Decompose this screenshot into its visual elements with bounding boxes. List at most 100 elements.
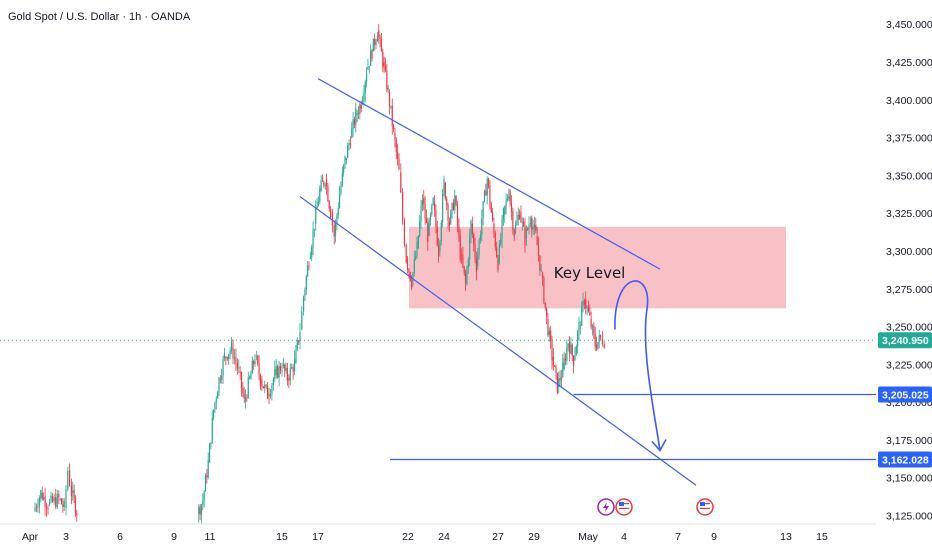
candle-body-273 (533, 224, 536, 228)
x-tick-label: May (578, 531, 599, 543)
key-level-zone[interactable] (409, 226, 786, 309)
candle-body-221 (463, 266, 465, 273)
x-tick-label: 7 (675, 531, 681, 543)
candle-body-193 (425, 218, 428, 224)
candle-body-189 (420, 206, 422, 221)
candle-body-191 (423, 198, 425, 204)
candle-body-90 (282, 364, 284, 366)
candle-body-38 (210, 442, 212, 445)
candle-body-99 (295, 349, 297, 363)
candle-body-220 (462, 255, 464, 267)
candle-body-63 (244, 397, 247, 403)
candle-body-252 (505, 199, 507, 207)
candle-body-157 (375, 41, 377, 45)
key-level-label: Key Level (554, 264, 626, 282)
candle-body-238 (486, 178, 488, 196)
candle-body-162 (382, 51, 384, 68)
candle-body-175 (400, 172, 402, 193)
candle-body-316 (591, 325, 594, 328)
candle-body-266 (524, 226, 526, 245)
descending-channel-upper[interactable] (317, 78, 661, 270)
candle-body-278 (540, 269, 542, 271)
candle-body-264 (521, 221, 523, 223)
candle-body-35 (206, 475, 208, 478)
x-tick-label: 3 (63, 531, 69, 543)
candle-body-37 (208, 444, 211, 463)
y-tick-label: 3,250.000 (886, 322, 932, 334)
candle-body-190 (421, 200, 423, 207)
candle-body-62 (243, 393, 245, 399)
candle-body-170 (393, 125, 395, 130)
candle-body-260 (516, 220, 518, 226)
candle-body-180 (408, 269, 410, 273)
descending-channel-lower[interactable] (299, 196, 697, 486)
candle-body-105 (304, 289, 306, 297)
candle-body-98 (294, 358, 296, 372)
candle-body-270 (529, 223, 531, 225)
candle-body-313 (587, 307, 590, 312)
candle-body-156 (374, 38, 376, 45)
candle-body-168 (390, 105, 392, 107)
candle-body-11 (50, 495, 52, 502)
y-tick-label: 3,125.000 (886, 511, 932, 523)
candle-body-159 (378, 30, 380, 38)
candle-body-155 (372, 38, 374, 52)
candle-body-87 (278, 366, 280, 378)
x-tick-label: 27 (492, 531, 504, 543)
candle-body-271 (531, 217, 533, 230)
candle-body-77 (264, 384, 266, 389)
price-badge (878, 386, 932, 403)
candle-body-81 (269, 393, 272, 397)
candle-body-299 (568, 341, 571, 354)
time-axis[interactable]: Apr 3 6 9 11 15 17 22 24 27 29 May 4 7 9 13 15 (22, 531, 828, 543)
candle-body-262 (519, 215, 521, 219)
candle-body-13 (53, 497, 55, 502)
candle-body-113 (315, 207, 317, 224)
candle-body-95 (289, 368, 291, 381)
candle-body-58 (238, 367, 240, 369)
us-flag-icon[interactable] (615, 498, 633, 516)
candle-body-6 (43, 496, 45, 500)
candle-body-120 (324, 185, 326, 186)
candle-body-138 (349, 143, 351, 145)
candle-body-285 (550, 330, 552, 342)
candle-body-196 (429, 214, 432, 221)
candle-body-21 (65, 489, 67, 508)
candle-body-166 (387, 87, 389, 90)
candle-body-283 (547, 318, 549, 336)
candle-body-290 (556, 372, 558, 393)
candle-body-197 (431, 204, 433, 215)
candle-body-144 (357, 113, 360, 115)
candle-body-251 (504, 206, 506, 215)
candle-body-140 (352, 119, 354, 129)
candle-body-164 (384, 65, 387, 71)
candle-body-218 (459, 235, 461, 261)
candle-body-312 (586, 307, 588, 309)
candle-body-160 (379, 37, 381, 40)
candle-body-210 (448, 221, 450, 226)
candle-body-73 (258, 363, 260, 376)
candle-body-142 (355, 108, 357, 125)
candle-body-317 (593, 325, 595, 335)
candle-body-27 (74, 498, 77, 514)
candle-body-308 (581, 305, 583, 326)
x-tick-label: 24 (438, 531, 450, 543)
candle-body-10 (48, 501, 51, 505)
candle-body-232 (478, 240, 480, 256)
candle-body-298 (567, 343, 569, 348)
lightning-icon[interactable] (597, 498, 615, 516)
candle-body-315 (590, 318, 592, 328)
price-axis[interactable]: 3,125.0003,150.0003,175.0003,200.0003,22… (886, 19, 932, 522)
candle-body-297 (566, 347, 568, 361)
candle-body-83 (272, 378, 274, 386)
candle-body-136 (347, 145, 349, 158)
candle-body-319 (595, 344, 598, 349)
candle-body-25 (72, 490, 74, 493)
projection-arrow[interactable] (614, 280, 661, 451)
candle-body-2 (37, 506, 39, 508)
us-flag-icon[interactable] (696, 498, 714, 516)
candle-body-195 (428, 220, 430, 236)
candle-body-286 (551, 341, 553, 361)
candle-body-66 (249, 376, 251, 378)
